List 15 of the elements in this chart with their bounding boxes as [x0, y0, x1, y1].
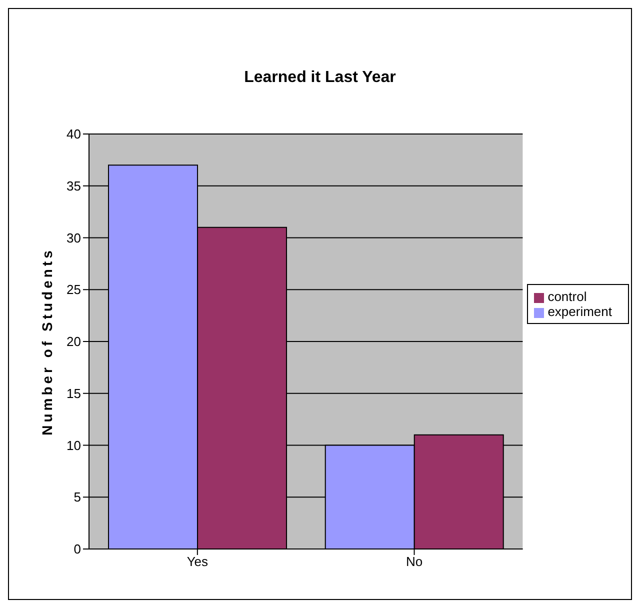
legend-label: experiment [548, 304, 612, 319]
y-axis-title: Number of Students [38, 248, 55, 436]
y-tick-label: 35 [66, 178, 81, 194]
x-tick-label: No [406, 554, 423, 570]
y-tick-label: 20 [66, 334, 81, 350]
y-tick-label: 10 [66, 438, 81, 453]
legend-label: control [548, 289, 587, 304]
chart-title: Learned it Last Year [243, 69, 397, 87]
y-tick-label: 5 [74, 490, 81, 505]
y-tick-label: 40 [66, 126, 81, 142]
x-tick-label: Yes [186, 554, 209, 570]
y-tick-label: 15 [66, 386, 81, 401]
y-tick-label: 0 [74, 542, 81, 557]
y-tick-label: 25 [66, 282, 81, 298]
y-tick-label: 30 [66, 230, 81, 246]
